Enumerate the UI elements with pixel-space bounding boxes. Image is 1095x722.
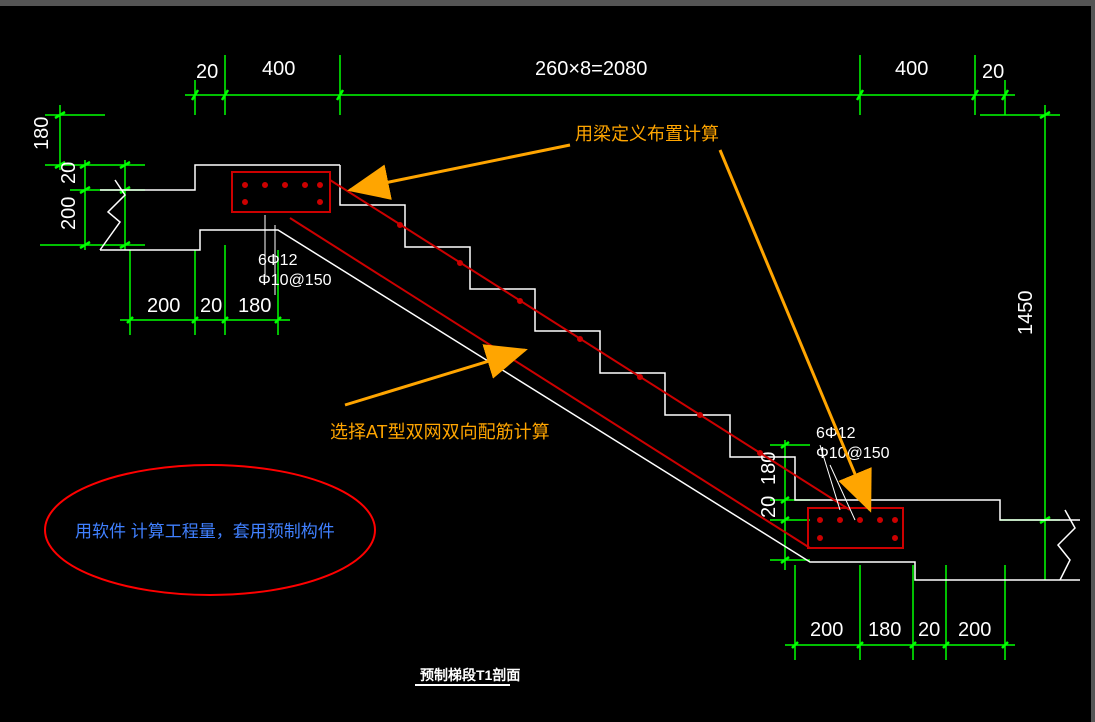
dim-right-1450: 1450 bbox=[1015, 291, 1037, 336]
arrow-beam-bottom bbox=[720, 150, 870, 510]
rebar-outline bbox=[232, 172, 903, 548]
rebar-top-2: Φ10@150 bbox=[258, 272, 332, 289]
dim-left-group bbox=[40, 105, 145, 250]
dim-br-200-1: 200 bbox=[810, 619, 843, 641]
dim-br-200-2: 200 bbox=[958, 619, 991, 641]
dim-top-400-left: 400 bbox=[262, 58, 295, 80]
dim-bl-200: 200 bbox=[147, 295, 180, 317]
dim-bl-180: 180 bbox=[238, 295, 271, 317]
arrow-at-type bbox=[345, 350, 525, 405]
dim-left-20: 20 bbox=[58, 162, 80, 184]
arrow-beam-top bbox=[350, 145, 570, 190]
stair-outline bbox=[100, 165, 1080, 580]
annotation-beam-calc: 用梁定义布置计算 bbox=[575, 124, 719, 144]
dim-right-20: 20 bbox=[758, 496, 780, 518]
annotation-software: 用软件 计算工程量，套用预制构件 bbox=[75, 522, 335, 541]
dim-left-180: 180 bbox=[31, 117, 53, 150]
rebar-top-1: 6Φ12 bbox=[258, 252, 298, 269]
cad-drawing-canvas: 20 400 260×8=2080 400 20 180 20 200 bbox=[0, 0, 1095, 722]
dim-bl-20: 20 bbox=[200, 295, 222, 317]
dim-top-span: 260×8=2080 bbox=[535, 58, 647, 80]
dim-br-20: 20 bbox=[918, 619, 940, 641]
dim-top-20-right: 20 bbox=[982, 61, 1004, 83]
dim-left-200: 200 bbox=[58, 197, 80, 230]
dim-br-180: 180 bbox=[868, 619, 901, 641]
dim-top-400-right: 400 bbox=[895, 58, 928, 80]
dim-top-20-left: 20 bbox=[196, 61, 218, 83]
annotation-at-type: 选择AT型双网双向配筋计算 bbox=[330, 422, 550, 442]
drawing-title: 预制梯段T1剖面 bbox=[420, 667, 520, 683]
rebar-bot-2: Φ10@150 bbox=[816, 445, 890, 462]
